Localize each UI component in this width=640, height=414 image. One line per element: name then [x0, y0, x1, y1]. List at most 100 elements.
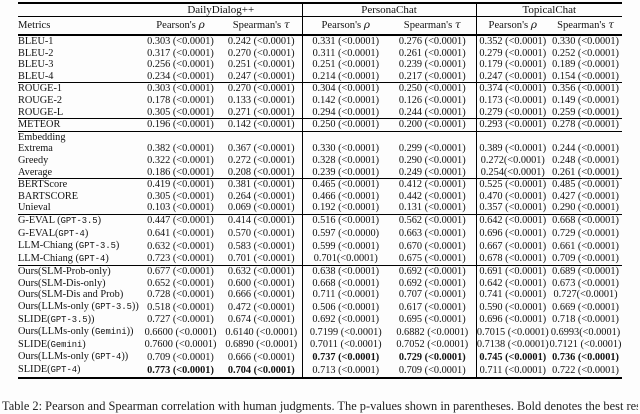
table-row: LLM-Chiang (GPT-3.5) 0.632 (<0.0001) 0.583…	[18, 240, 622, 253]
correlation-value-cell: 0.583 (<0.0001)	[227, 240, 295, 252]
table-row: METEOR 0.196 (<0.0001) 0.142 (<0.0001) 0.25…	[18, 118, 623, 132]
metric-label: LLM-Chiang (GPT-4)	[18, 253, 140, 266]
correlation-value-cell: 0.692 (<0.0001)	[301, 313, 390, 327]
metric-label: Unieval	[18, 202, 140, 214]
correlation-value-cell: 0.570 (<0.0001)	[227, 228, 295, 239]
metric-label: Ours(SLM-Dis-only)	[18, 278, 140, 290]
metrics-header-spacer	[18, 3, 140, 17]
table-row: BLEU-4 0.234 (<0.0001) 0.247 (<0.0001) 0.21…	[18, 70, 622, 83]
correlation-value-cell: 0.6882 (<0.0001)	[396, 326, 469, 338]
metric-name: SLIDE(	[18, 364, 51, 376]
correlation-value-cell: 0.689 (<0.0001)	[549, 265, 623, 278]
correlation-value-cell: 0.251 (<0.0001)	[227, 59, 295, 71]
correlation-value-cell: 0.270 (<0.0001)	[221, 82, 303, 95]
correlation-value-cell: 0.632 (<0.0001)	[147, 240, 214, 252]
correlation-value-cell: 0.330 (<0.0001)	[301, 143, 390, 155]
correlation-value-cell: 0.6993(<0.0001)	[550, 326, 621, 338]
correlation-value-cell: 0.516 (<0.0001)	[301, 213, 390, 228]
correlation-value-cell: 0.367 (<0.0001)	[227, 143, 295, 155]
metric-label: Ours(SLM-Prob-only)	[18, 265, 140, 278]
metric-name: G-EVAL(	[18, 227, 59, 239]
spearman-header: Spearman's τ	[389, 16, 477, 36]
correlation-value-cell: 0.667 (<0.0001)	[475, 240, 550, 253]
correlation-value-cell: 0.317 (<0.0001)	[147, 47, 214, 59]
correlation-value-cell: 0.709 (<0.0001)	[552, 253, 619, 265]
correlation-value-cell: 0.661 (<0.0001)	[552, 240, 619, 252]
table-row: ROUGE-1 0.303 (<0.0001) 0.270 (<0.0001) 0.3…	[18, 82, 623, 95]
spearman-header: Spearman's τ	[549, 16, 623, 36]
correlation-value-cell: 0.6140 (<0.0001)	[225, 326, 298, 338]
tau-symbol: τ	[454, 19, 461, 31]
table-row: Embedding	[18, 130, 623, 144]
correlation-value-cell: 0.668 (<0.0001)	[549, 213, 623, 228]
dataset-header-personachat: PersonaChat	[301, 3, 477, 17]
correlation-value-cell: 0.142 (<0.0001)	[301, 94, 390, 107]
correlation-value-cell: 0.414 (<0.0001)	[221, 213, 303, 228]
correlation-value-cell: 0.673 (<0.0001)	[552, 277, 619, 289]
correlation-value-cell: 0.447 (<0.0001)	[140, 213, 221, 228]
correlation-value-cell: 0.7052 (<0.0001)	[396, 339, 469, 351]
correlation-value-cell: 0.692 (<0.0001)	[389, 265, 477, 278]
correlation-value-cell: 0.244 (<0.0001)	[552, 143, 619, 155]
correlation-value-cell: 0.668 (<0.0001)	[301, 277, 390, 290]
correlation-value-cell: 0.737 (<0.0001)	[301, 351, 390, 365]
metric-name: Ours(LLMs-only (	[18, 351, 95, 363]
correlation-value-cell: 0.525 (<0.0001)	[475, 178, 550, 191]
correlation-value-cell: 0.718 (<0.0001)	[552, 314, 619, 326]
metric-name: )	[115, 240, 120, 252]
correlation-value-cell: 0.704 (<0.0001)	[227, 364, 295, 376]
dataset-header-topicalchat: TopicalChat	[475, 3, 623, 17]
metric-name: Ours(SLM-Prob-only)	[18, 266, 111, 278]
metric-name: )	[82, 338, 86, 350]
table-row: BERTScore 0.419 (<0.0001) 0.381 (<0.0001) 0…	[18, 178, 623, 191]
correlation-results-table: DailyDialog++ PersonaChat TopicalChat Me…	[18, 2, 623, 379]
correlation-value-cell: 0.214 (<0.0001)	[301, 70, 390, 83]
correlation-value-cell: 0.678 (<0.0001)	[475, 252, 550, 266]
correlation-value-cell: 0.728 (<0.0001)	[147, 289, 214, 301]
metric-label: BERTScore	[18, 178, 140, 191]
correlation-value-cell: 0.696 (<0.0001)	[475, 313, 550, 327]
correlation-value-cell: 0.381 (<0.0001)	[221, 178, 303, 191]
metric-label: G-EVAL(GPT-4)	[18, 228, 140, 241]
correlation-value-cell: 0.600 (<0.0001)	[227, 277, 295, 289]
correlation-value-cell: 0.154 (<0.0001)	[552, 70, 619, 82]
table-row: Ours(SLM-Prob-only) 0.677 (<0.0001) 0.632 …	[18, 265, 623, 278]
correlation-value-cell: 0.642 (<0.0001)	[475, 277, 550, 290]
correlation-value-cell: 0.173 (<0.0001)	[475, 94, 550, 107]
correlation-value-cell: 0.599 (<0.0001)	[301, 240, 390, 253]
correlation-value-cell: 0.103 (<0.0001)	[147, 202, 214, 214]
dataset-header-row: DailyDialog++ PersonaChat TopicalChat	[18, 3, 623, 17]
correlation-value-cell: 0.304 (<0.0001)	[301, 82, 390, 95]
correlation-value-cell: 0.272 (<0.0001)	[227, 154, 295, 166]
correlation-value-cell: 0.562 (<0.0001)	[389, 213, 477, 228]
table-row: SLIDE(Gemini) 0.7600 (<0.0001) 0.6890 (<0.…	[18, 338, 622, 352]
correlation-value-cell: 0.133 (<0.0001)	[227, 94, 295, 106]
metric-name: Greedy	[18, 154, 49, 166]
correlation-value-cell: 0.711 (<0.0001)	[301, 289, 390, 302]
correlation-value-cell: 0.709 (<0.0001)	[398, 364, 466, 376]
correlation-value-cell: 0.305 (<0.0001)	[147, 190, 214, 202]
correlation-value-cell: 0.189 (<0.0001)	[552, 59, 619, 71]
rho-symbol: ρ	[198, 19, 205, 31]
pearson-label: Pearson's	[321, 20, 362, 31]
metric-label: Embedding	[18, 130, 140, 144]
correlation-value-cell: 0.192 (<0.0001)	[301, 202, 390, 215]
correlation-value-cell: 0.727(<0.0001)	[553, 289, 618, 301]
correlation-value-cell: 0.7121 (<0.0001)	[549, 339, 622, 351]
table-row: Ours(LLMs-only (GPT-3.5)) 0.518 (<0.0001)…	[18, 301, 622, 314]
correlation-value-cell: 0.303 (<0.0001)	[147, 36, 214, 47]
metric-label: BARTSCORE	[18, 191, 140, 203]
correlation-value-cell: 0.466 (<0.0001)	[301, 190, 390, 203]
correlation-value-cell: 0.149 (<0.0001)	[552, 94, 619, 106]
correlation-value-cell: 0.6600 (<0.0001)	[144, 326, 217, 338]
correlation-value-cell: 0.261 (<0.0001)	[398, 47, 466, 59]
pearson-label: Pearson's	[156, 20, 196, 31]
pearson-header: Pearson's ρ	[475, 16, 550, 36]
table-row: BLEU-3 0.256 (<0.0001) 0.251 (<0.0001) 0.25…	[18, 59, 622, 71]
correlation-value-cell: 0.247 (<0.0001)	[475, 70, 550, 83]
metrics-column-header: Metrics	[18, 16, 140, 36]
spearman-label: Spearman's	[232, 20, 282, 31]
metric-label: SLIDE(GPT-4)	[18, 364, 140, 378]
table-row: SLIDE(GPT-4) 0.773 (<0.0001) 0.704 (<0.000…	[18, 364, 622, 378]
correlation-value-cell: 0.666 (<0.0001)	[227, 289, 295, 301]
